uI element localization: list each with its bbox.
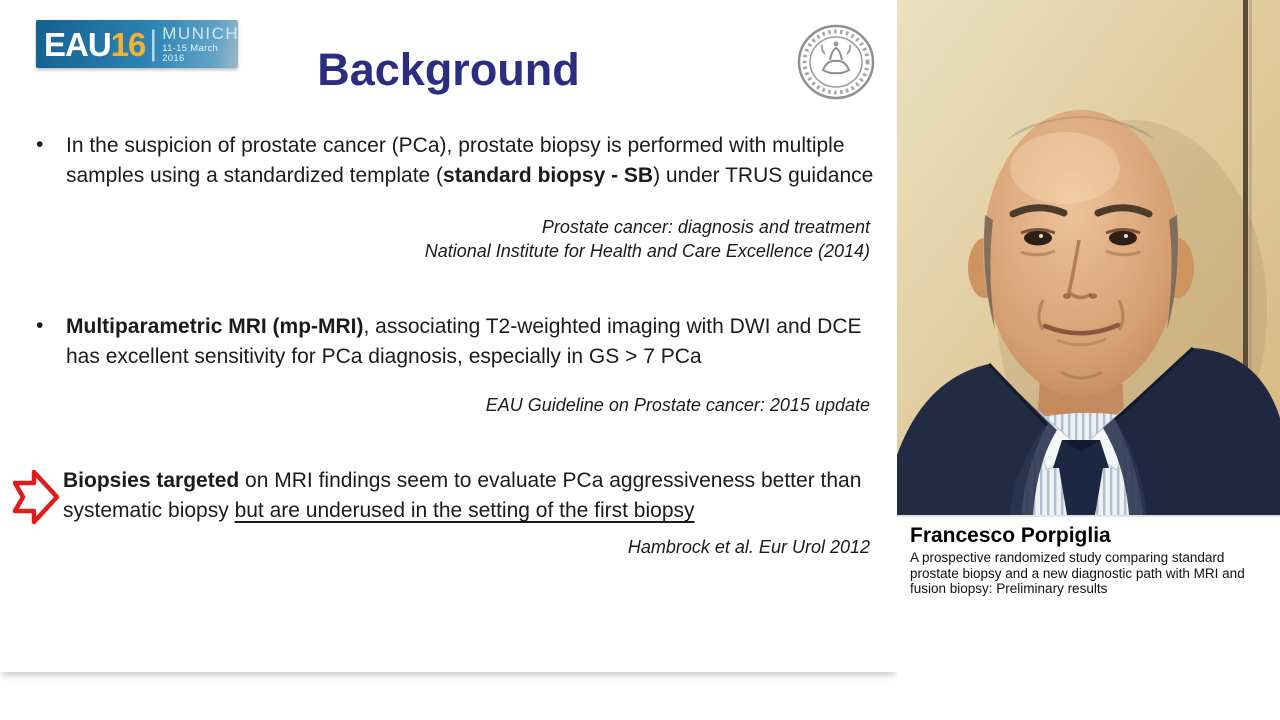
university-seal-icon — [797, 24, 875, 100]
eau16-munich-logo: EAU 16 | MUNICH 11-15 March 2016 — [36, 20, 238, 68]
talk-title: A prospective randomized study comparing… — [910, 550, 1245, 596]
bullet-marker: • — [36, 314, 44, 337]
citation-eau-guideline: EAU Guideline on Prostate cancer: 2015 u… — [170, 393, 870, 417]
citation-line: National Institute for Health and Care E… — [424, 241, 870, 261]
citation-hambrock: Hambrock et al. Eur Urol 2012 — [170, 535, 870, 559]
logo-city-block: MUNICH 11-15 March 2016 — [162, 25, 239, 63]
bullet-marker: • — [36, 133, 44, 156]
speaker-photo — [897, 0, 1280, 515]
citation-line: Hambrock et al. Eur Urol 2012 — [627, 537, 870, 557]
bullet-item-2: • Multiparametric MRI (mp-MRI), associat… — [30, 312, 880, 372]
logo-year-text: 16 — [110, 25, 147, 63]
logo-eau-text: EAU — [44, 25, 112, 63]
speaker-name: Francesco Porpiglia — [910, 524, 1111, 547]
arrow-point-item: Biopsies targeted on MRI findings seem t… — [0, 466, 897, 526]
bullet-2-text: Multiparametric MRI (mp-MRI), associatin… — [66, 315, 862, 368]
citation-nice-2014: Prostate cancer: diagnosis and treatment… — [170, 215, 870, 263]
citation-line: Prostate cancer: diagnosis and treatment — [541, 217, 870, 237]
speaker-panel: Francesco Porpiglia A prospective random… — [897, 0, 1280, 720]
citation-line: EAU Guideline on Prostate cancer: 2015 u… — [485, 395, 870, 415]
bullet-1-text: In the suspicion of prostate cancer (PCa… — [66, 134, 874, 187]
wall-edge-line — [1243, 0, 1248, 515]
bullet-item-1: • In the suspicion of prostate cancer (P… — [30, 131, 880, 191]
presentation-slide: EAU 16 | MUNICH 11-15 March 2016 Backgrou… — [0, 20, 897, 559]
speaker-caption: Francesco Porpiglia A prospective random… — [897, 515, 1280, 597]
red-block-arrow-icon — [12, 469, 60, 525]
logo-city-text: MUNICH — [162, 24, 240, 43]
logo-dates-text: 11-15 March 2016 — [162, 43, 219, 64]
slide-title: Background — [317, 44, 580, 95]
logo-divider: | — [149, 24, 158, 63]
arrow-point-text: Biopsies targeted on MRI findings seem t… — [63, 469, 862, 522]
